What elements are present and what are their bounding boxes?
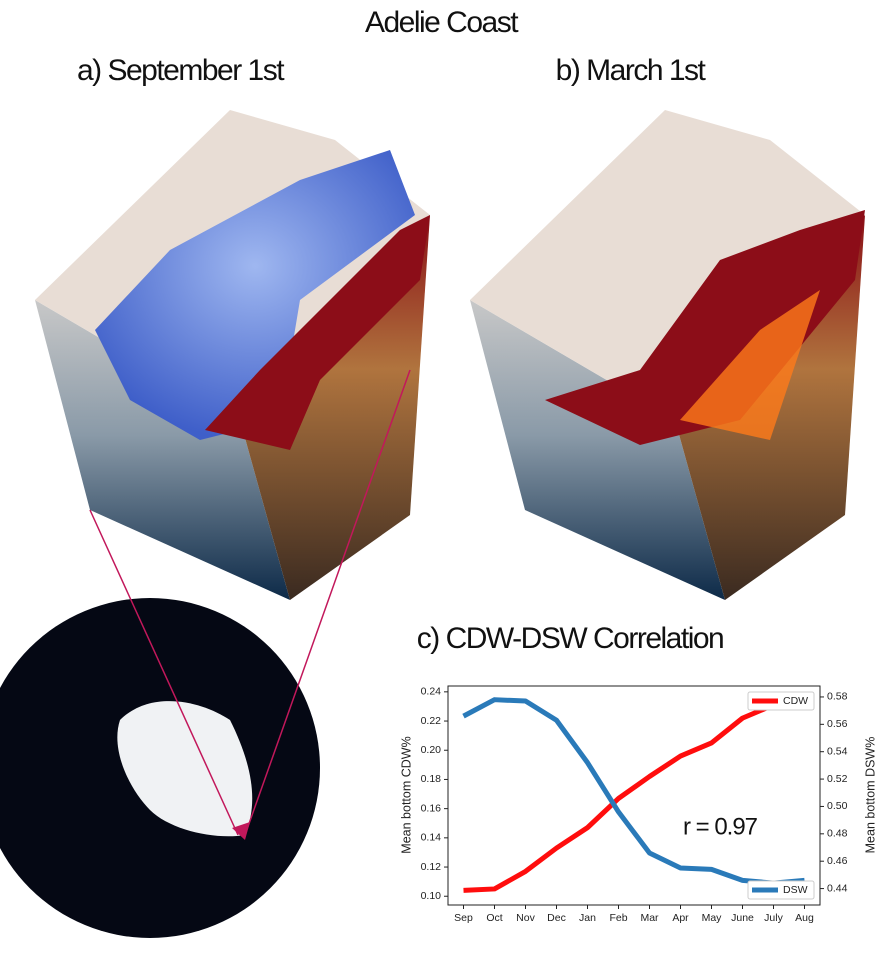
x-tick-label: May	[702, 912, 723, 924]
y2-tick-label: 0.44	[827, 882, 848, 894]
y2-tick-label: 0.52	[827, 773, 848, 785]
x-tick-label: Apr	[672, 912, 689, 924]
annotation: r = 0.97	[683, 813, 758, 840]
y2-axis-label: Mean bottom DSW%	[863, 737, 877, 854]
y-tick-label: 0.10	[421, 890, 442, 902]
y2-tick-label: 0.46	[827, 855, 848, 867]
line-series	[464, 696, 805, 890]
figure-title: Adelie Coast	[365, 6, 519, 39]
y2-tick-label: 0.56	[827, 718, 848, 730]
render-block-b	[470, 110, 865, 600]
y-tick-label: 0.22	[421, 715, 442, 727]
chart-title: c) CDW-DSW Correlation	[417, 622, 723, 655]
x-tick-label: Nov	[516, 912, 535, 924]
x-tick-label: Sep	[454, 912, 473, 924]
line-series	[464, 700, 805, 883]
legend-label: CDW	[783, 695, 808, 707]
y2-tick-label: 0.50	[827, 800, 848, 812]
y-tick-label: 0.24	[421, 686, 442, 698]
x-tick-label: Aug	[795, 912, 814, 924]
y2-tick-label: 0.54	[827, 745, 848, 757]
x-tick-label: June	[731, 912, 754, 924]
panel-label: b) March 1st	[556, 54, 707, 87]
page: {"title": "Adelie Coast", "panels": ["a)…	[0, 0, 882, 953]
x-tick-label: July	[764, 912, 783, 924]
y-tick-label: 0.12	[421, 861, 442, 873]
y2-tick-label: 0.48	[827, 828, 848, 840]
y2-tick-label: 0.58	[827, 691, 848, 703]
y-tick-label: 0.20	[421, 744, 442, 756]
render-block-a	[35, 110, 430, 600]
figure: Adelie Coast a) September 1st b) March 1…	[0, 0, 882, 948]
legend-label: DSW	[783, 884, 808, 896]
plot-frame	[448, 686, 820, 905]
x-tick-label: Dec	[547, 912, 566, 924]
y-tick-label: 0.16	[421, 802, 442, 814]
y-tick-label: 0.14	[421, 832, 442, 844]
panel-label: a) September 1st	[77, 54, 285, 87]
y-tick-label: 0.18	[421, 773, 442, 785]
x-tick-label: Feb	[609, 912, 627, 924]
y-axis-label: Mean bottom CDW%	[399, 736, 413, 853]
x-tick-label: Jan	[579, 912, 596, 924]
x-tick-label: Mar	[640, 912, 659, 924]
x-tick-label: Oct	[486, 912, 502, 924]
